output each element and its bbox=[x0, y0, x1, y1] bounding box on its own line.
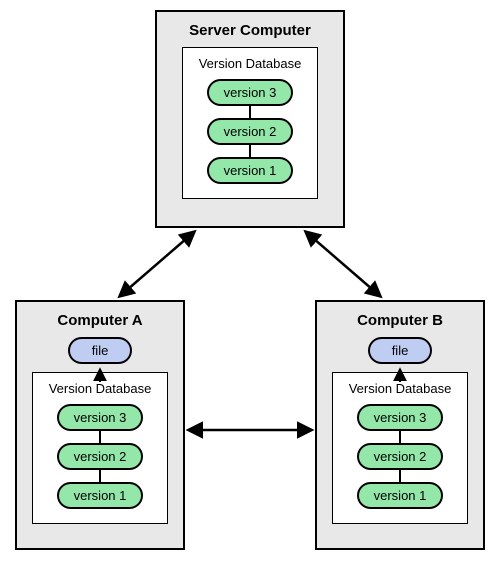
version-pill: version 1 bbox=[357, 482, 443, 509]
vdb-title: Version Database bbox=[49, 379, 152, 404]
computer-a-version-database: Version Database version 3 version 2 ver… bbox=[32, 372, 169, 524]
server-version-database: Version Database version 3 version 2 ver… bbox=[182, 47, 319, 199]
computer-b-version-database: Version Database version 3 version 2 ver… bbox=[332, 372, 469, 524]
file-pill: file bbox=[68, 337, 133, 364]
connector bbox=[399, 431, 401, 443]
version-pill: version 3 bbox=[207, 79, 293, 106]
computer-b-title: Computer B bbox=[357, 302, 443, 337]
server-title: Server Computer bbox=[189, 12, 311, 47]
computer-a: Computer A file Version Database version… bbox=[15, 300, 185, 550]
connector bbox=[249, 106, 251, 118]
vdb-title: Version Database bbox=[199, 54, 302, 79]
edge-server-b bbox=[306, 232, 380, 296]
version-pill: version 2 bbox=[207, 118, 293, 145]
version-pill: version 2 bbox=[357, 443, 443, 470]
version-pill: version 2 bbox=[57, 443, 143, 470]
edge-server-a bbox=[120, 232, 194, 296]
version-pill: version 1 bbox=[57, 482, 143, 509]
version-pill: version 3 bbox=[357, 404, 443, 431]
file-pill: file bbox=[368, 337, 433, 364]
version-pill: version 1 bbox=[207, 157, 293, 184]
server-computer: Server Computer Version Database version… bbox=[155, 10, 345, 228]
computer-a-title: Computer A bbox=[57, 302, 142, 337]
connector bbox=[99, 470, 101, 482]
vdb-title: Version Database bbox=[349, 379, 452, 404]
connector bbox=[99, 431, 101, 443]
connector bbox=[399, 470, 401, 482]
connector bbox=[249, 145, 251, 157]
computer-b: Computer B file Version Database version… bbox=[315, 300, 485, 550]
version-pill: version 3 bbox=[57, 404, 143, 431]
